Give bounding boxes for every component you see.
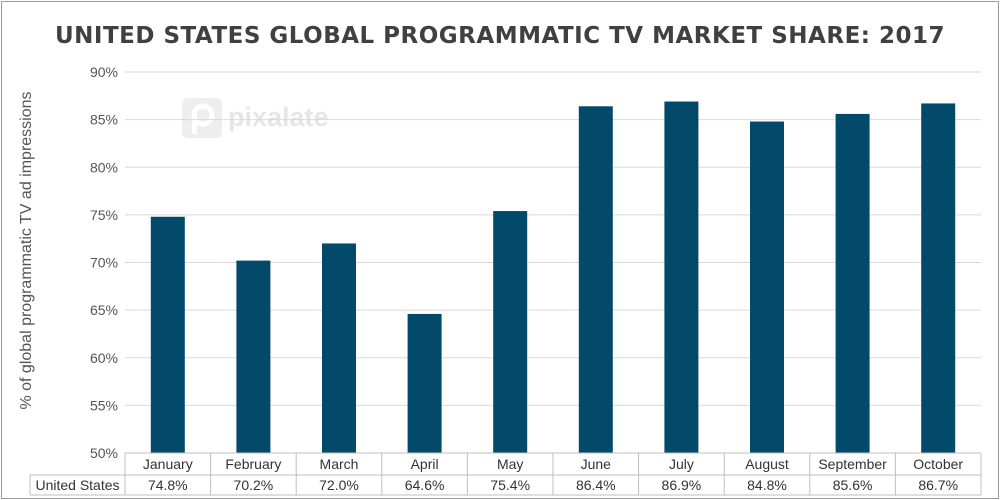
- category-label: October: [913, 456, 963, 472]
- watermark-logo: pixalate: [182, 98, 329, 138]
- y-tick-label: 80%: [90, 159, 118, 175]
- category-label: September: [818, 456, 887, 472]
- bar: [236, 260, 271, 453]
- data-value-label: 64.6%: [405, 477, 445, 493]
- y-tick-label: 90%: [90, 64, 118, 80]
- category-label: January: [143, 456, 193, 472]
- bar: [407, 313, 442, 453]
- bar: [493, 211, 528, 453]
- chart-title: UNITED STATES GLOBAL PROGRAMMATIC TV MAR…: [55, 23, 945, 49]
- data-value-label: 86.9%: [662, 477, 702, 493]
- bars: [150, 101, 956, 454]
- data-value-label: 70.2%: [234, 477, 274, 493]
- bar: [322, 243, 356, 453]
- data-value-label: 74.8%: [148, 477, 188, 493]
- y-tick-label: 75%: [90, 207, 118, 223]
- watermark-icon-stem: [192, 112, 197, 134]
- y-tick-label: 55%: [90, 397, 118, 413]
- y-tick-label: 70%: [90, 255, 118, 271]
- category-label: February: [225, 456, 281, 472]
- category-label: June: [581, 456, 612, 472]
- data-table: January February March April May June July Augu…: [29, 452, 982, 496]
- bar: [664, 101, 699, 453]
- category-label: July: [669, 456, 694, 472]
- series-name: United States: [35, 477, 119, 493]
- y-tick-label: 50%: [90, 445, 118, 461]
- data-value-label: 86.7%: [918, 477, 958, 493]
- category-label: April: [411, 456, 439, 472]
- bar: [921, 103, 956, 454]
- category-label: August: [745, 456, 789, 472]
- data-value-label: 85.6%: [833, 477, 873, 493]
- y-axis-label: % of global programmatic TV ad impressio…: [18, 91, 35, 409]
- y-tick-label: 60%: [90, 350, 118, 366]
- bar: [150, 216, 185, 453]
- bar: [750, 121, 784, 453]
- watermark-text: pixalate: [228, 102, 329, 132]
- data-value-label: 86.4%: [576, 477, 616, 493]
- y-tick-label: 65%: [90, 302, 118, 318]
- category-label: March: [320, 456, 359, 472]
- data-value-label: 72.0%: [319, 477, 359, 493]
- bar: [835, 113, 870, 453]
- data-value-label: 84.8%: [747, 477, 787, 493]
- y-tick-label: 85%: [90, 112, 118, 128]
- data-value-label: 75.4%: [490, 477, 530, 493]
- category-label: May: [497, 456, 523, 472]
- bar: [578, 106, 613, 453]
- y-axis-ticks: 50% 55% 60% 65% 70% 75% 80% 85% 90%: [90, 64, 118, 461]
